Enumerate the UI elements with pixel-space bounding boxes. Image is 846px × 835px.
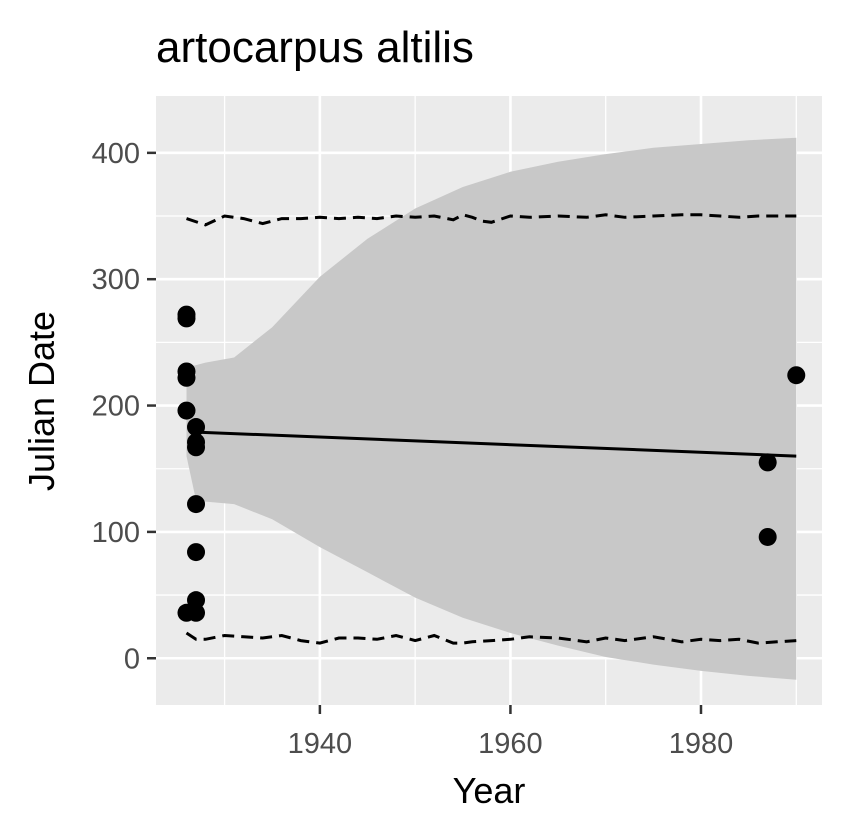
y-axis-title: Julian Date	[21, 311, 62, 491]
data-point	[177, 401, 196, 420]
axes: 1940 1960 1980 0 100 200 300 400	[92, 138, 734, 760]
data-point	[187, 438, 206, 457]
data-points	[177, 305, 806, 622]
y-tick-label: 100	[92, 517, 140, 549]
y-tick-label: 0	[124, 643, 140, 675]
data-point	[787, 366, 806, 385]
data-point	[187, 543, 206, 562]
chart-title: artocarpus altilis	[156, 23, 474, 72]
data-point	[177, 309, 196, 328]
x-tick-label: 1940	[288, 728, 353, 760]
data-point	[187, 591, 206, 610]
x-tick-label: 1960	[478, 728, 543, 760]
confidence-ribbon	[186, 137, 797, 680]
data-point	[758, 453, 777, 472]
y-tick-label: 300	[92, 264, 140, 296]
y-tick-label: 400	[92, 138, 140, 170]
data-point	[758, 527, 777, 546]
data-point	[187, 603, 206, 622]
upper-quantile-line	[186, 213, 797, 227]
trend-line	[195, 430, 797, 458]
x-axis-title: Year	[453, 770, 526, 811]
y-tick-label: 200	[92, 391, 140, 423]
data-point	[177, 368, 196, 387]
lower-quantile-line	[185, 631, 797, 645]
trend-line-group	[195, 430, 797, 458]
data-point	[187, 495, 206, 514]
quantile-lines	[185, 213, 797, 645]
data-point	[187, 418, 206, 437]
x-tick-label: 1980	[669, 728, 734, 760]
confidence-band	[186, 137, 797, 680]
